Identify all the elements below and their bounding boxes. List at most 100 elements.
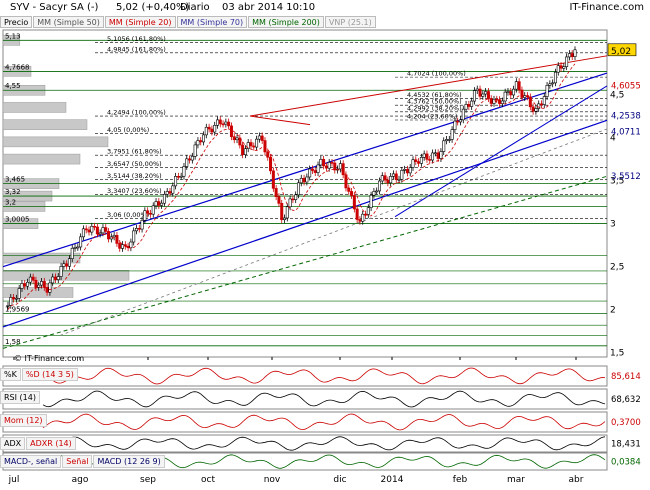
legend-sma50[interactable]: MM (Simple 50)	[33, 16, 104, 28]
indicator-value: 0,0384	[611, 458, 641, 468]
candle-body	[445, 139, 449, 142]
signal-label[interactable]: Señal	[62, 455, 93, 468]
candle-body	[45, 287, 49, 293]
candle-body	[380, 175, 384, 182]
fib-label: 5,1056 (161,80%)	[107, 35, 166, 43]
price-legend: Precio MM (Simple 50) MM (Simple 20) MM …	[0, 16, 377, 28]
candle-body	[65, 263, 69, 267]
candle-body	[204, 126, 208, 136]
candle-body	[419, 157, 423, 164]
legend-price[interactable]: Precio	[0, 16, 33, 28]
fib-label: 4,2494 (100,00%)	[107, 109, 166, 117]
candle-body	[548, 83, 552, 86]
candle-body	[202, 134, 206, 143]
x-tick-label: abr	[569, 475, 584, 485]
fib-label: 4,3762 (50,00%)	[407, 98, 462, 106]
candle-body	[260, 135, 264, 141]
candle-body	[498, 99, 502, 104]
fib-label: 3,5144 (38,20%)	[107, 172, 162, 180]
candle-body	[500, 100, 504, 104]
macd-signal-label[interactable]: MACD-, señal	[0, 455, 62, 468]
indicator-value: 68,632	[611, 395, 641, 405]
last-price-label: 5,02	[611, 47, 631, 57]
candle-body	[517, 81, 521, 91]
candle-body	[118, 243, 122, 249]
legend-sma20[interactable]: MM (Simple 20)	[104, 16, 176, 28]
stoch-k-label[interactable]: %K	[0, 368, 21, 381]
x-tick-label: 2014	[381, 475, 404, 485]
adxr-label[interactable]: ADXR (14)	[26, 437, 76, 450]
candle-body	[87, 229, 91, 233]
stoch-legend: %K %D (14 3 5)	[0, 368, 78, 381]
candle-body	[73, 247, 77, 249]
candle-body	[134, 228, 138, 232]
candle-body	[14, 297, 18, 300]
legend-vnp[interactable]: VNP (25.1)	[324, 16, 376, 28]
candle-body	[570, 53, 574, 57]
candle-body	[98, 232, 102, 235]
candle-body	[146, 210, 150, 214]
support-label: 1,58	[5, 338, 21, 346]
candle-body	[229, 125, 233, 137]
candle-body	[17, 288, 21, 299]
fib-label: 4,4532 (61,80%)	[407, 91, 462, 99]
candle-body	[12, 297, 16, 300]
x-tick-label: dic	[333, 475, 346, 485]
candle-body	[241, 144, 245, 156]
fib-label: 4,2992 (38,20%)	[407, 104, 462, 112]
candle-body	[369, 194, 373, 208]
candle-body	[573, 49, 577, 57]
rsi-label[interactable]: RSI (14)	[0, 391, 40, 404]
support-label: 3,2	[5, 198, 16, 206]
candle-body	[263, 140, 267, 153]
candle-body	[411, 159, 415, 168]
candle-body	[28, 276, 32, 283]
candle-body	[56, 276, 60, 280]
indicator-value: 18,431	[611, 440, 641, 450]
candle-body	[90, 225, 94, 233]
candle-body	[227, 121, 231, 127]
candle-body	[324, 165, 328, 169]
y-tick-label: 2	[610, 306, 616, 316]
candle-body	[140, 219, 144, 230]
legend-sma200[interactable]: MM (Simple 200)	[248, 16, 324, 28]
candle-body	[433, 152, 437, 155]
candle-body	[67, 258, 71, 267]
candle-body	[126, 245, 130, 249]
candle-body	[215, 119, 219, 126]
fib-label: 4,7024 (100,00%)	[407, 70, 466, 78]
candle-body	[176, 176, 180, 178]
x-tick-label: ago	[72, 475, 89, 485]
candle-body	[375, 190, 379, 193]
candle-body	[338, 163, 342, 170]
candle-body	[495, 98, 499, 101]
candle-body	[221, 123, 225, 126]
candle-body	[277, 196, 281, 204]
candle-body	[447, 139, 451, 141]
adx-label[interactable]: ADX	[0, 437, 26, 450]
candle-body	[53, 276, 57, 280]
period-label: Diario	[180, 2, 210, 13]
candle-body	[137, 228, 141, 230]
candle-body	[545, 85, 549, 97]
right-axis-label: 4,0711	[611, 127, 641, 137]
candle-body	[403, 168, 407, 171]
candle-body	[302, 177, 306, 183]
macd-label[interactable]: MACD (12 26 9)	[93, 455, 165, 468]
right-axis-label: 4,2538	[611, 112, 641, 122]
candle-body	[95, 226, 99, 235]
candle-body	[157, 201, 161, 206]
legend-sma70[interactable]: MM (Simple 70)	[176, 16, 248, 28]
indicator-value: 0,3700	[611, 418, 641, 428]
candle-body	[76, 246, 80, 249]
candle-body	[132, 230, 136, 243]
candle-body	[51, 276, 55, 284]
candle-body	[151, 205, 155, 215]
candle-body	[464, 104, 468, 110]
candle-body	[316, 164, 320, 173]
y-tick-label: 3	[610, 220, 616, 230]
mom-label[interactable]: Mom (12)	[0, 414, 47, 427]
stoch-d-label[interactable]: %D (14 3 5)	[21, 368, 78, 381]
candle-body	[559, 65, 563, 69]
candle-body	[539, 103, 543, 106]
